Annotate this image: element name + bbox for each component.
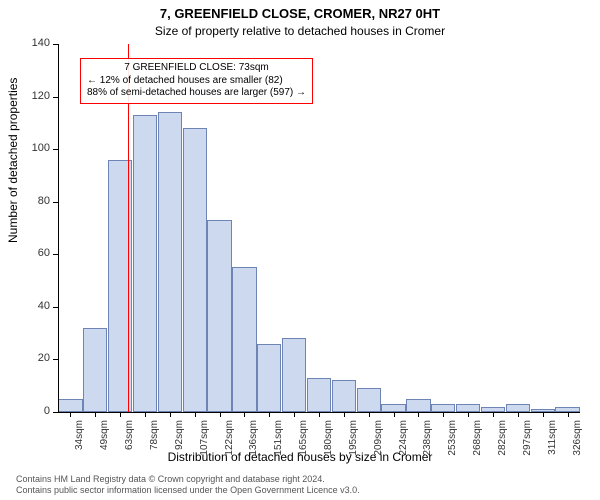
chart-container: 7, GREENFIELD CLOSE, CROMER, NR27 0HT Si…	[0, 0, 600, 500]
y-tick	[53, 44, 58, 45]
histogram-bar	[207, 220, 231, 412]
info-box-line: 88% of semi-detached houses are larger (…	[87, 87, 306, 100]
x-tick	[394, 412, 395, 417]
y-tick-label: 140	[0, 37, 50, 49]
x-tick	[220, 412, 221, 417]
histogram-bar	[456, 404, 480, 412]
y-tick-label: 0	[0, 405, 50, 417]
footer-line: Contains HM Land Registry data © Crown c…	[16, 474, 360, 485]
histogram-bar	[506, 404, 530, 412]
x-tick	[468, 412, 469, 417]
info-box-line: 7 GREENFIELD CLOSE: 73sqm	[87, 62, 306, 75]
histogram-bar	[406, 399, 430, 412]
y-tick	[53, 202, 58, 203]
x-tick	[443, 412, 444, 417]
histogram-bar	[431, 404, 455, 412]
footer-credits: Contains HM Land Registry data © Crown c…	[16, 474, 360, 497]
x-tick	[145, 412, 146, 417]
x-tick	[543, 412, 544, 417]
x-axis-label: Distribution of detached houses by size …	[0, 450, 600, 464]
histogram-bar	[357, 388, 381, 412]
x-tick	[195, 412, 196, 417]
footer-line: Contains public sector information licen…	[16, 485, 360, 496]
x-tick	[95, 412, 96, 417]
y-tick	[53, 307, 58, 308]
y-tick-label: 20	[0, 352, 50, 364]
x-tick	[120, 412, 121, 417]
y-tick-label: 60	[0, 247, 50, 259]
x-tick	[344, 412, 345, 417]
y-tick	[53, 97, 58, 98]
x-tick	[493, 412, 494, 417]
x-tick	[369, 412, 370, 417]
x-tick	[518, 412, 519, 417]
histogram-bar	[58, 399, 82, 412]
histogram-bar	[332, 380, 356, 412]
info-box-line: ← 12% of detached houses are smaller (82…	[87, 75, 306, 88]
x-tick	[294, 412, 295, 417]
histogram-bar	[257, 344, 281, 412]
y-axis-line	[58, 44, 59, 412]
y-tick	[53, 359, 58, 360]
histogram-bar	[232, 267, 256, 412]
x-tick	[170, 412, 171, 417]
histogram-bar	[282, 338, 306, 412]
histogram-bar	[133, 115, 157, 412]
y-tick	[53, 254, 58, 255]
y-axis-label: Number of detached properties	[6, 78, 20, 243]
histogram-bar	[381, 404, 405, 412]
y-tick	[53, 412, 58, 413]
histogram-bar	[307, 378, 331, 412]
x-tick	[418, 412, 419, 417]
x-tick	[568, 412, 569, 417]
info-box: 7 GREENFIELD CLOSE: 73sqm← 12% of detach…	[80, 58, 313, 104]
y-tick-label: 40	[0, 300, 50, 312]
y-tick-label: 80	[0, 195, 50, 207]
histogram-bar	[183, 128, 207, 412]
chart-title-line1: 7, GREENFIELD CLOSE, CROMER, NR27 0HT	[0, 6, 600, 21]
y-tick-label: 120	[0, 90, 50, 102]
y-tick-label: 100	[0, 142, 50, 154]
x-tick	[70, 412, 71, 417]
x-tick	[269, 412, 270, 417]
x-tick	[244, 412, 245, 417]
histogram-bar	[158, 112, 182, 412]
chart-title-line2: Size of property relative to detached ho…	[0, 24, 600, 38]
x-tick	[319, 412, 320, 417]
y-tick	[53, 149, 58, 150]
histogram-bar	[83, 328, 107, 412]
